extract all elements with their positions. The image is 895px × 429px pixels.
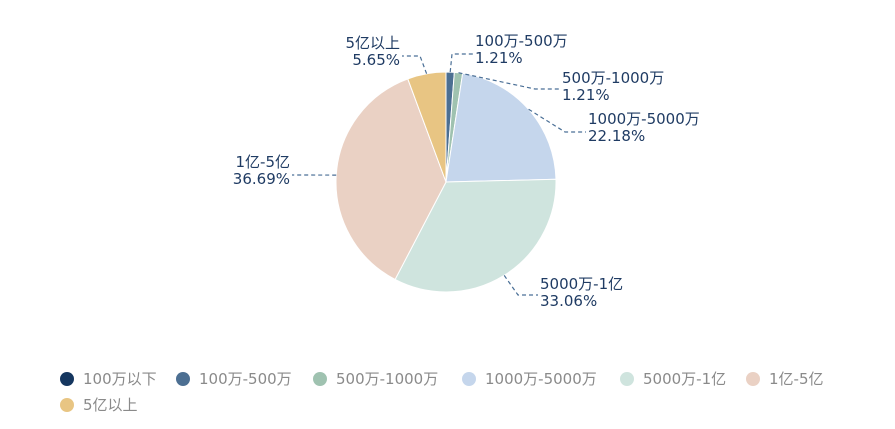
legend-label-0: 100万以下 [83,370,157,388]
leader-line-1 [450,54,473,72]
legend-marker-1 [176,372,190,386]
slice-label-name-2: 500万-1000万 [562,69,664,87]
slice-label-name-6: 5亿以上 [345,34,400,52]
legend-marker-5 [746,372,760,386]
legend-marker-0 [60,372,74,386]
legend-label-2: 500万-1000万 [336,370,438,388]
legend-item-5[interactable]: 1亿-5亿 [746,370,824,388]
legend-label-4: 5000万-1亿 [643,370,726,388]
slice-3[interactable] [446,73,556,182]
legend-marker-4 [620,372,634,386]
legend-item-6[interactable]: 5亿以上 [60,396,138,414]
leader-line-4 [504,275,538,295]
leader-line-6 [402,56,427,74]
slice-label-name-4: 5000万-1亿 [540,275,623,293]
legend-item-4[interactable]: 5000万-1亿 [620,370,726,388]
slice-label-name-1: 100万-500万 [475,32,568,50]
legend-label-3: 1000万-5000万 [485,370,597,388]
legend: 100万以下 100万-500万 500万-1000万 1000万-5000万 5000… [60,370,824,414]
slice-label-value-4: 33.06% [540,292,597,310]
legend-item-3[interactable]: 1000万-5000万 [462,370,597,388]
slice-label-value-2: 1.21% [562,86,610,104]
pie-slices [336,72,556,292]
legend-label-5: 1亿-5亿 [769,370,824,388]
slice-label-name-5: 1亿-5亿 [236,153,291,171]
slice-label-value-3: 22.18% [588,127,645,145]
slice-label-value-5: 36.69% [233,170,290,188]
slice-label-value-6: 5.65% [352,51,400,69]
legend-label-6: 5亿以上 [83,396,138,414]
legend-marker-6 [60,398,74,412]
legend-item-1[interactable]: 100万-500万 [176,370,292,388]
legend-item-0[interactable]: 100万以下 [60,370,157,388]
legend-marker-3 [462,372,476,386]
slice-label-name-3: 1000万-5000万 [588,110,700,128]
legend-label-1: 100万-500万 [199,370,292,388]
legend-item-2[interactable]: 500万-1000万 [313,370,438,388]
legend-marker-2 [313,372,327,386]
slice-label-value-1: 1.21% [475,49,523,67]
